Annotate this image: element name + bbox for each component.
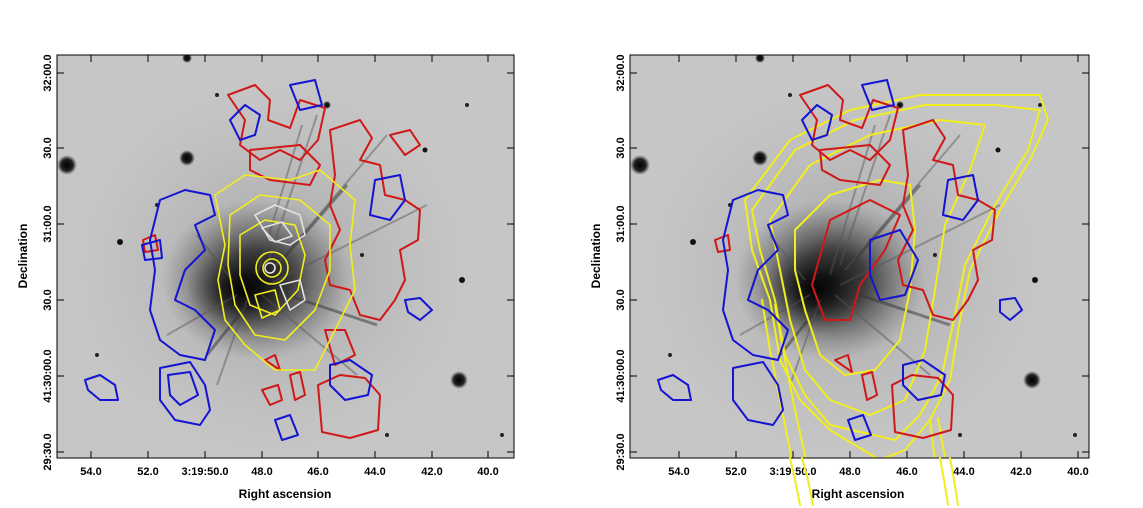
right-yellow-contours — [744, 94, 1049, 458]
x-tick-label: 54.0 — [80, 466, 101, 478]
left-panel: 54.0 52.0 3:19:50.0 48.0 46.0 44.0 42.0 40.0 32… — [16, 54, 515, 501]
left-plot-frame — [56, 54, 515, 459]
y-tick-label: 29:30.0 — [615, 433, 627, 470]
right-x-axis-title: Right ascension — [812, 487, 905, 501]
y-tick-label: 32:00.0 — [615, 54, 627, 91]
left-y-axis-title: Declination — [16, 224, 30, 289]
x-tick-label: 46.0 — [896, 466, 917, 478]
x-tick-label: 3:19:50.0 — [181, 466, 228, 478]
left-galaxy-image — [57, 55, 514, 458]
left-blue-contours — [84, 79, 433, 441]
y-tick-label: 29:30.0 — [42, 433, 54, 470]
left-yellow-contours — [214, 169, 356, 371]
y-tick-label: 30.0 — [42, 137, 54, 158]
x-tick-label: 48.0 — [839, 466, 860, 478]
x-tick-label: 44.0 — [953, 466, 974, 478]
right-red-contours — [714, 84, 996, 439]
left-x-axis-title: Right ascension — [239, 487, 332, 501]
y-tick-label: 41:30:00.0 — [42, 349, 54, 402]
left-white-contours — [254, 204, 306, 311]
y-tick-label: 30.0 — [615, 137, 627, 158]
x-tick-label: 54.0 — [668, 466, 689, 478]
x-tick-label: 44.0 — [364, 466, 385, 478]
x-tick-label: 40.0 — [1067, 466, 1088, 478]
left-red-contours — [142, 84, 421, 439]
right-panel: 54.0 52.0 3:19:50.0 48.0 46.0 44.0 42.0 40.0 32… — [589, 54, 1090, 501]
right-y-axis-title: Declination — [589, 224, 603, 289]
left-y-ticks: 32:00.0 30.0 31:00.0 30.0 41:30:00.0 29:30.0 — [42, 54, 514, 471]
y-tick-label: 31:00.0 — [42, 205, 54, 242]
y-tick-label: 31:00.0 — [615, 205, 627, 242]
right-blue-contours — [657, 79, 1023, 441]
left-x-ticks: 54.0 52.0 3:19:50.0 48.0 46.0 44.0 42.0 40.0 — [80, 55, 499, 478]
right-y-ticks: 32:00.0 30.0 31:00.0 30.0 41:30:00.0 29:30.0 — [615, 54, 1089, 471]
x-tick-label: 52.0 — [725, 466, 746, 478]
x-tick-label: 52.0 — [137, 466, 158, 478]
y-tick-label: 41:30:00.0 — [615, 349, 627, 402]
x-tick-label: 46.0 — [307, 466, 328, 478]
y-tick-label: 30.0 — [615, 289, 627, 310]
right-yellow-contour-tails — [789, 457, 959, 506]
right-plot-frame — [629, 54, 1090, 459]
y-tick-label: 30.0 — [42, 289, 54, 310]
x-tick-label: 42.0 — [421, 466, 442, 478]
right-galaxy-image — [630, 55, 1089, 458]
x-tick-label: 48.0 — [251, 466, 272, 478]
x-tick-label: 40.0 — [477, 466, 498, 478]
y-tick-label: 32:00.0 — [42, 54, 54, 91]
x-tick-label: 42.0 — [1010, 466, 1031, 478]
